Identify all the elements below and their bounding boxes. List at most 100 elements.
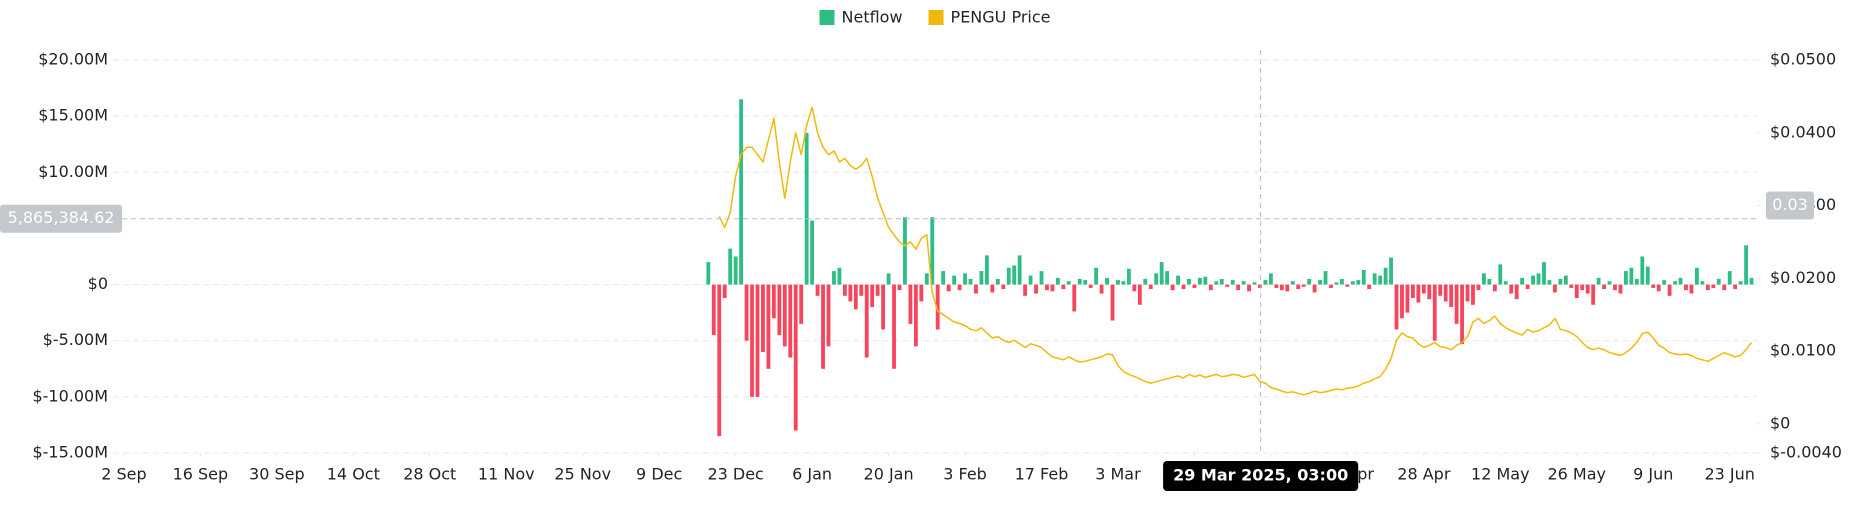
bar xyxy=(1301,284,1306,287)
bar xyxy=(1268,273,1273,285)
bar xyxy=(1394,284,1399,330)
bar xyxy=(1307,278,1312,285)
bar xyxy=(1432,284,1437,341)
bar xyxy=(766,284,771,369)
y-tick-label: $15.00M xyxy=(38,106,108,125)
bar xyxy=(908,284,913,324)
bar xyxy=(1536,273,1541,285)
bar xyxy=(1017,255,1022,285)
bar xyxy=(1542,262,1546,285)
bar xyxy=(1476,284,1481,291)
bar xyxy=(979,271,984,285)
bar xyxy=(1350,281,1355,285)
bar xyxy=(1471,284,1475,305)
bar xyxy=(1367,284,1372,290)
bar xyxy=(1039,271,1044,285)
legend-swatch xyxy=(928,10,944,25)
bar xyxy=(1148,284,1153,290)
bar xyxy=(1279,284,1284,291)
bar xyxy=(1645,266,1650,285)
bar xyxy=(1738,281,1743,285)
bar xyxy=(1563,275,1568,285)
bar xyxy=(1055,277,1060,285)
bar xyxy=(984,255,989,285)
bar xyxy=(837,267,842,285)
bar xyxy=(1219,278,1224,285)
bar xyxy=(897,284,902,291)
bar xyxy=(1378,275,1383,285)
bar xyxy=(1656,284,1661,292)
bar xyxy=(1116,280,1120,285)
bar xyxy=(733,256,738,285)
bar xyxy=(1176,275,1180,285)
x-tick-label: 14 Oct xyxy=(327,465,380,484)
x-tick-label: 20 Jan xyxy=(864,465,914,484)
bar xyxy=(1410,284,1415,299)
bar xyxy=(1143,278,1148,285)
y2-tick-label: $-0.0040 xyxy=(1770,443,1842,462)
bar xyxy=(777,284,782,336)
bar xyxy=(1105,277,1109,285)
bar xyxy=(892,284,896,369)
y-tick-label: $0 xyxy=(88,274,108,293)
bar xyxy=(941,271,946,285)
bar xyxy=(1624,271,1628,285)
bar xyxy=(1197,277,1202,285)
legend-label: PENGU Price xyxy=(951,8,1051,27)
bar xyxy=(1465,284,1470,302)
bar xyxy=(1640,256,1645,285)
bar xyxy=(717,284,722,437)
y2-tick-label: $0.0100 xyxy=(1770,341,1836,360)
bar xyxy=(1492,284,1497,292)
x-tick-label: 23 Jun xyxy=(1704,465,1754,484)
bar xyxy=(1061,284,1066,290)
bar xyxy=(990,284,995,293)
bar xyxy=(1274,284,1279,288)
bar xyxy=(1427,284,1432,300)
bar xyxy=(1749,277,1754,285)
bar xyxy=(1225,284,1230,287)
bar xyxy=(946,284,951,292)
crosshair-x-box xyxy=(1163,461,1359,491)
bar xyxy=(1722,284,1727,291)
bar xyxy=(1498,264,1503,285)
bar xyxy=(1531,275,1535,285)
bar xyxy=(1252,282,1257,285)
bar xyxy=(995,278,1000,285)
bar xyxy=(1629,267,1634,285)
bar xyxy=(853,284,858,310)
bar xyxy=(1241,281,1246,285)
bar xyxy=(1214,281,1219,285)
crosshair-y-label: 5,865,384.62 xyxy=(8,208,115,227)
bar xyxy=(968,278,973,285)
bar xyxy=(870,284,875,308)
bar xyxy=(1689,284,1694,294)
bar xyxy=(1187,278,1191,285)
bar xyxy=(1083,280,1088,285)
bar xyxy=(1405,284,1410,313)
bar xyxy=(1034,284,1038,294)
bar xyxy=(1170,284,1175,291)
x-tick-label: 12 May xyxy=(1471,465,1530,484)
bar xyxy=(1618,284,1623,294)
bar xyxy=(1700,281,1705,285)
bar xyxy=(1520,277,1525,285)
y2-tick-label: $0.0400 xyxy=(1770,122,1836,141)
bar xyxy=(957,284,962,291)
crosshair-y2-label: 0.03 xyxy=(1772,195,1808,214)
crosshair-y-box xyxy=(0,204,122,233)
bar xyxy=(750,284,754,397)
bar xyxy=(1258,284,1262,288)
legend-label: Netflow xyxy=(842,8,903,27)
bar xyxy=(1607,281,1612,285)
x-tick-label: 2 Sep xyxy=(101,465,146,484)
bar xyxy=(1553,284,1557,293)
x-tick-label: 28 Oct xyxy=(403,465,456,484)
bar xyxy=(1192,284,1197,288)
y2-tick-label: $0.0200 xyxy=(1770,268,1836,287)
bar xyxy=(722,284,727,299)
x-tick-label: 9 Jun xyxy=(1633,465,1673,484)
y-tick-label: $-5.00M xyxy=(43,330,108,349)
bar xyxy=(815,284,820,296)
